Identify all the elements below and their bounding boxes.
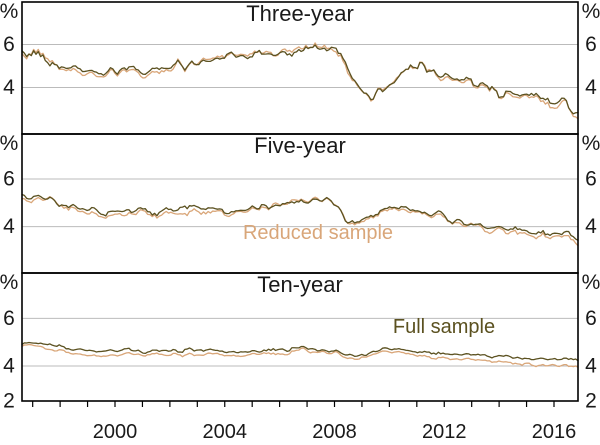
svg-text:4: 4 [3, 355, 15, 378]
svg-text:%: % [0, 271, 18, 294]
svg-text:2008: 2008 [312, 421, 357, 440]
svg-text:6: 6 [3, 168, 15, 191]
svg-text:%: % [582, 271, 600, 294]
svg-text:Ten-year: Ten-year [257, 272, 343, 297]
svg-text:4: 4 [3, 215, 15, 238]
svg-text:6: 6 [585, 33, 597, 56]
svg-text:6: 6 [585, 168, 597, 191]
svg-text:6: 6 [585, 307, 597, 330]
svg-text:Reduced sample: Reduced sample [243, 222, 393, 244]
svg-text:2016: 2016 [532, 421, 577, 440]
svg-text:2000: 2000 [93, 421, 138, 440]
svg-text:2012: 2012 [422, 421, 467, 440]
svg-text:2: 2 [3, 390, 15, 413]
svg-text:2: 2 [585, 390, 597, 413]
svg-text:4: 4 [585, 76, 597, 99]
svg-text:Five-year: Five-year [254, 133, 346, 158]
svg-text:2004: 2004 [203, 421, 248, 440]
svg-text:%: % [0, 132, 18, 155]
svg-text:Full sample: Full sample [393, 316, 495, 338]
svg-text:%: % [582, 132, 600, 155]
svg-text:Three-year: Three-year [246, 1, 354, 26]
svg-text:%: % [582, 0, 600, 23]
svg-text:4: 4 [3, 76, 15, 99]
svg-text:4: 4 [585, 355, 597, 378]
svg-text:%: % [0, 0, 18, 23]
svg-text:6: 6 [3, 33, 15, 56]
svg-text:4: 4 [585, 215, 597, 238]
svg-text:6: 6 [3, 307, 15, 330]
